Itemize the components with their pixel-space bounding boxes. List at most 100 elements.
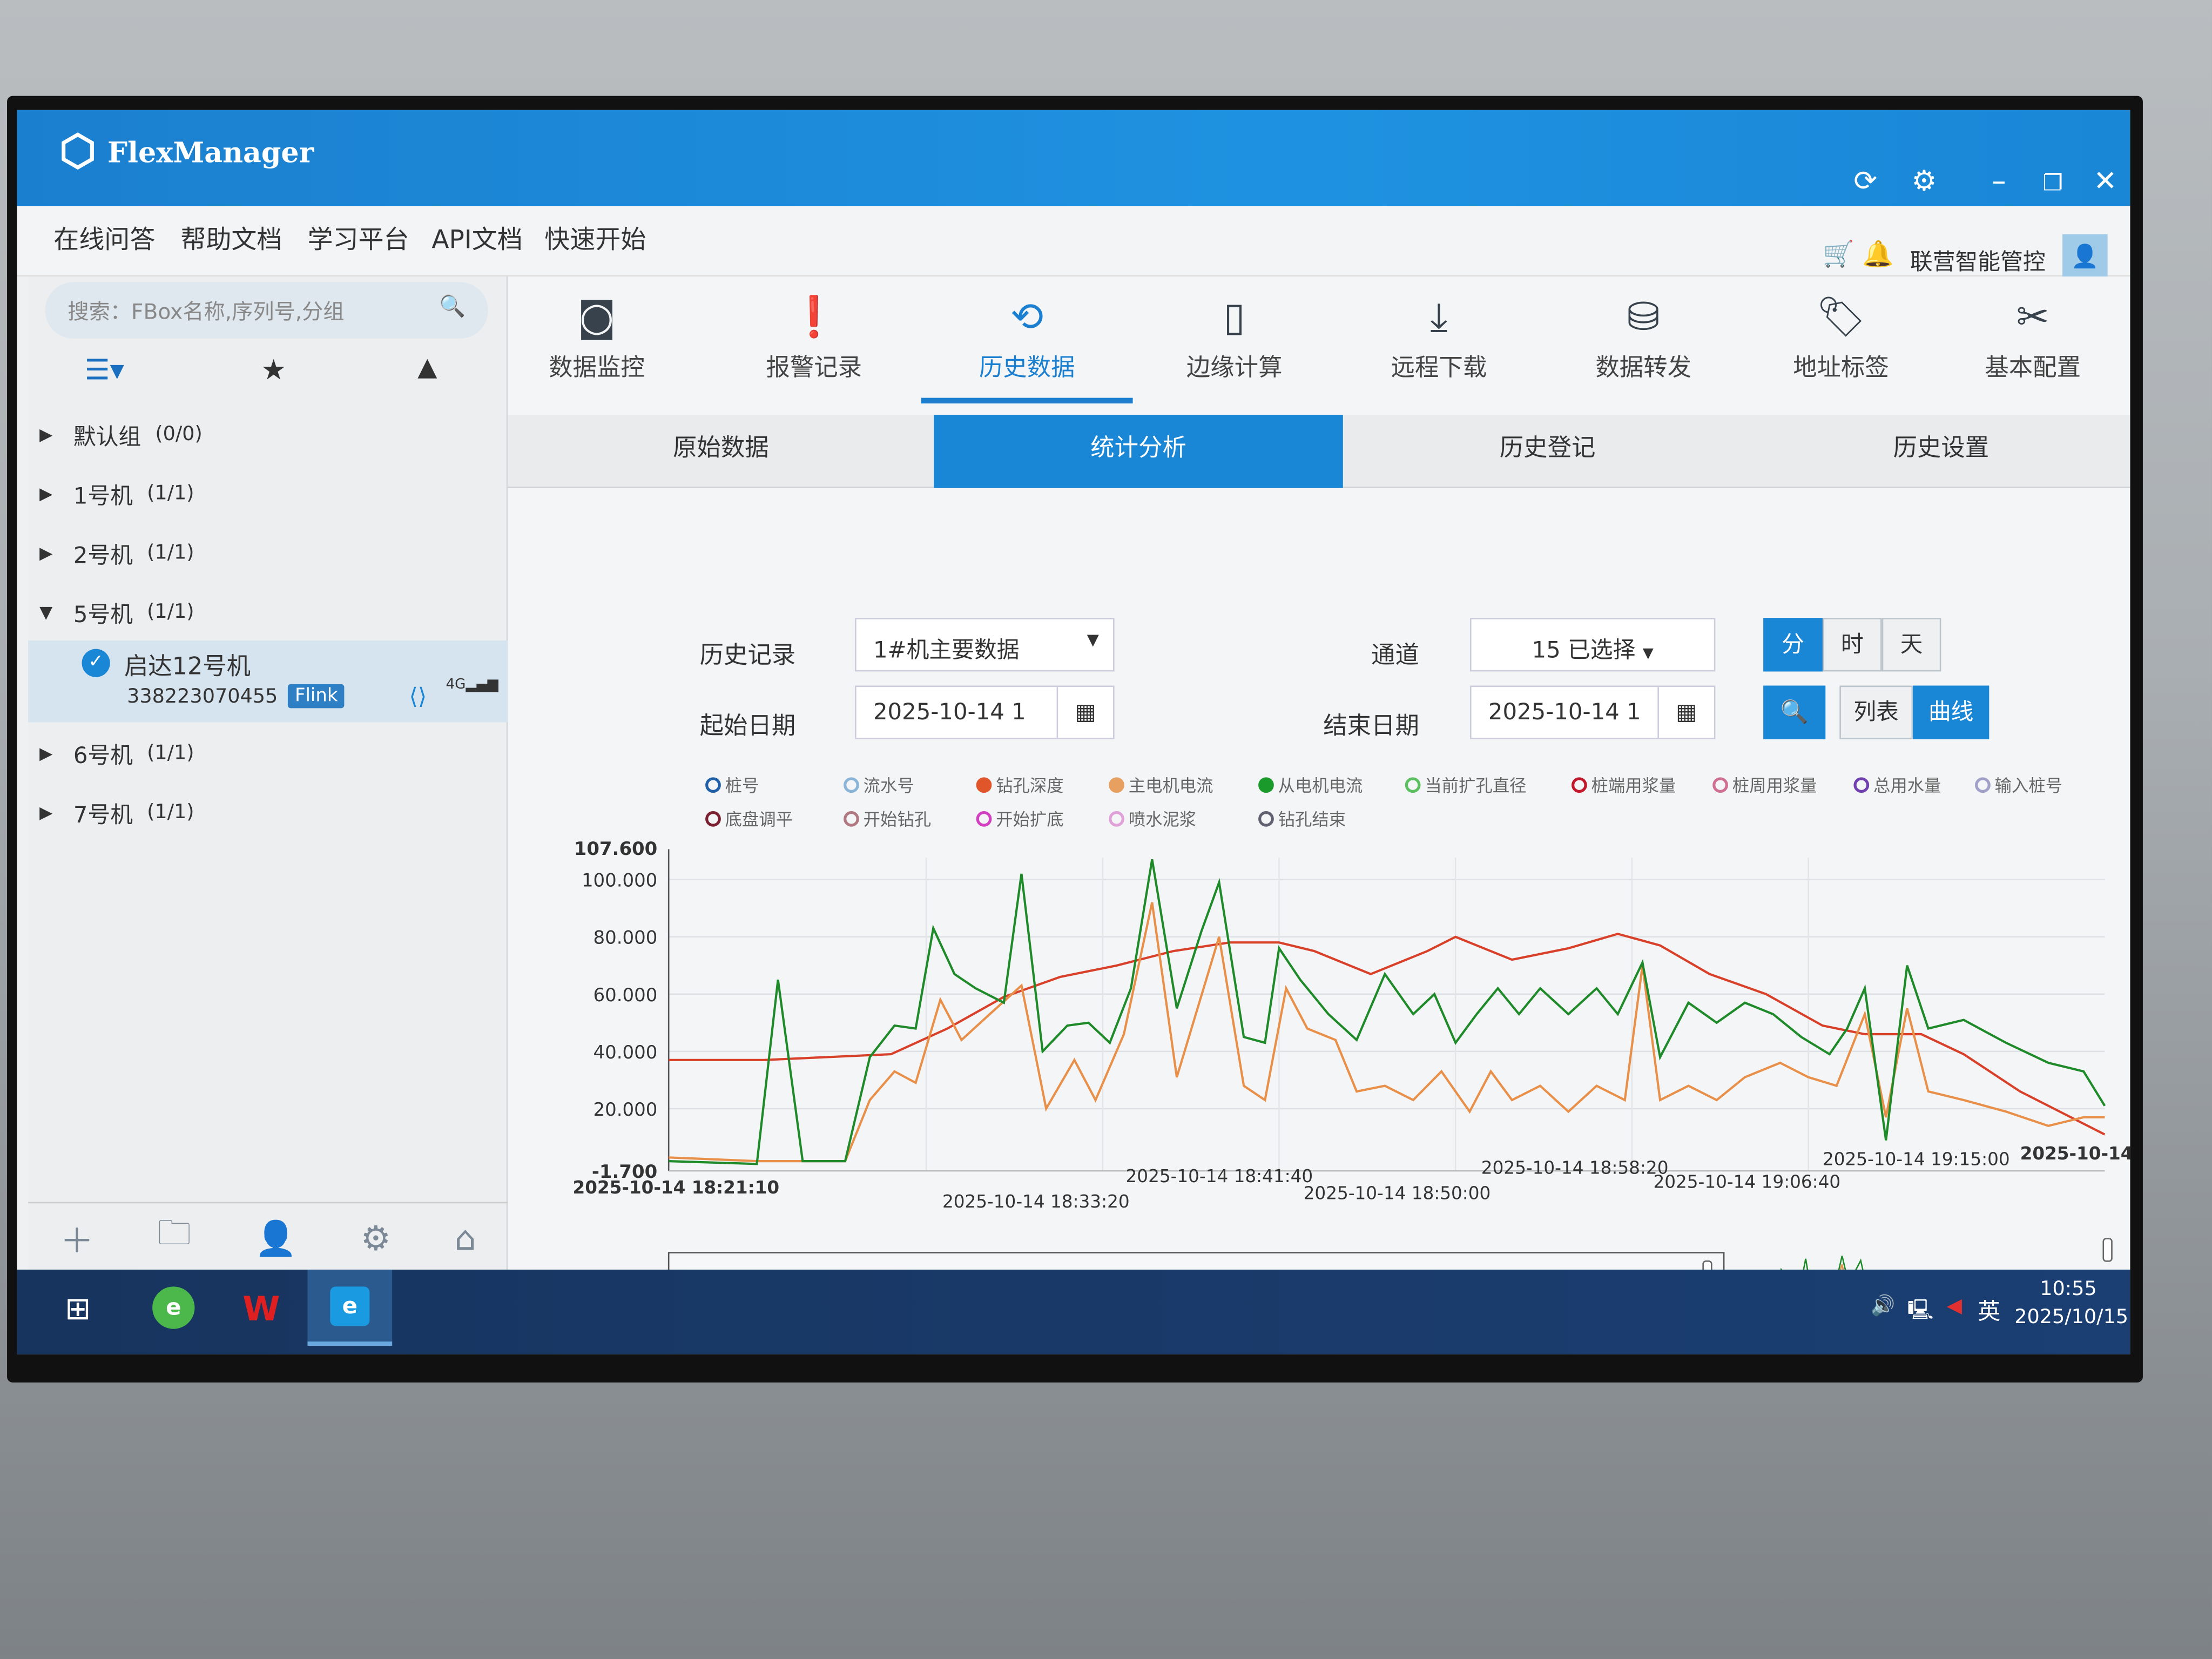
flexmanager-app-icon: e — [330, 1286, 370, 1326]
view-list-button[interactable]: 列表 — [1839, 685, 1913, 739]
legend-item[interactable]: 总用水量 — [1853, 773, 1941, 797]
caret-right-icon: ▶ — [39, 743, 53, 764]
view-curve-button[interactable]: 曲线 — [1913, 685, 1990, 739]
legend-item[interactable]: 输入桩号 — [1975, 773, 2062, 797]
browser-e-icon[interactable]: e — [152, 1286, 195, 1329]
end-date-input[interactable]: 2025-10-14 1 ▦ — [1469, 685, 1716, 739]
channel-select[interactable]: 15 已选择 ▼ — [1469, 618, 1716, 672]
navigator-series-1 — [1839, 1264, 1862, 1270]
tab-statistics[interactable]: 统计分析 — [934, 414, 1343, 488]
tool-alarm-records[interactable]: ❗ 报警记录 — [737, 293, 892, 382]
navigator-series-2 — [1780, 1256, 1864, 1270]
granularity-hour[interactable]: 时 — [1822, 618, 1882, 672]
ime-indicator[interactable]: 英 — [1978, 1298, 2001, 1325]
group-2[interactable]: ▶ 2号机 (1/1) — [39, 536, 194, 570]
legend-item[interactable]: 钻孔结束 — [1258, 807, 1346, 831]
group-6[interactable]: ▶ 6号机 (1/1) — [39, 737, 194, 771]
x-tick-label: 2025-10-14 18:41:40 — [1126, 1166, 1313, 1186]
y-tick-label: 100.000 — [582, 870, 657, 892]
group-1[interactable]: ▶ 1号机 (1/1) — [39, 477, 194, 511]
legend-item[interactable]: 主电机电流 — [1109, 773, 1213, 797]
search-input[interactable]: 搜索：FBox名称,序列号,分组 🔍 — [45, 282, 488, 339]
device-item[interactable]: ✓ 启达12号机 338223070455 Flink ⟨⟩ 4G▂▄▆ — [28, 640, 508, 723]
caret-right-icon: ▶ — [39, 543, 53, 563]
menu-api-docs[interactable]: API文档 — [431, 225, 523, 255]
windows-start-icon[interactable]: ⊞ — [65, 1292, 91, 1328]
tool-basic-config[interactable]: ✂ 基本配置 — [1955, 293, 2110, 382]
user-icon[interactable]: 👤 — [254, 1218, 297, 1258]
legend-item[interactable]: 当前扩孔直径 — [1405, 773, 1526, 797]
minimize-icon[interactable]: – — [1992, 164, 2006, 198]
navigator-left-handle[interactable] — [1702, 1260, 1712, 1270]
clock-time[interactable]: 10:55 — [2040, 1278, 2097, 1301]
list-view-icon[interactable]: ☰▾ — [84, 353, 124, 387]
folder-settings-icon[interactable]: 🗀 — [157, 1213, 192, 1253]
legend-item[interactable]: 开始钻孔 — [844, 807, 931, 831]
start-date-input[interactable]: 2025-10-14 1 ▦ — [854, 685, 1115, 739]
add-icon[interactable]: ＋ — [60, 1222, 94, 1262]
granularity-minute[interactable]: 分 — [1763, 618, 1823, 672]
warning-icon[interactable]: ▲ — [417, 353, 437, 382]
group-7[interactable]: ▶ 7号机 (1/1) — [39, 795, 194, 830]
menu-help-docs[interactable]: 帮助文档 — [180, 225, 282, 255]
legend-item[interactable]: 流水号 — [844, 773, 914, 797]
legend-item[interactable]: 喷水泥浆 — [1109, 807, 1196, 831]
wps-icon[interactable]: W — [242, 1289, 280, 1329]
volume-icon[interactable]: 🔊 — [1870, 1294, 1896, 1318]
granularity-day[interactable]: 天 — [1881, 618, 1941, 672]
legend-label: 从电机电流 — [1278, 775, 1363, 796]
gear-icon[interactable]: ⚙ — [1911, 164, 1937, 198]
legend-item[interactable]: 桩端用浆量 — [1571, 773, 1676, 797]
end-date-label: 结束日期 — [1323, 712, 1419, 741]
restore-icon[interactable]: ❐ — [2042, 169, 2063, 197]
flag-icon[interactable]: ◀ — [1946, 1294, 1962, 1318]
tab-history-settings[interactable]: 历史设置 — [1893, 434, 1990, 463]
network-icon[interactable]: 🖳 — [1907, 1299, 1934, 1322]
legend-item[interactable]: 桩周用浆量 — [1712, 773, 1817, 797]
x-tick-label: 2025-10-14 18:58:20 — [1481, 1157, 1669, 1178]
legend-marker-icon — [1109, 777, 1124, 793]
menu-learning[interactable]: 学习平台 — [307, 225, 409, 255]
flexmanager-taskbar-button[interactable]: e — [307, 1269, 393, 1346]
calendar-icon[interactable]: ▦ — [1657, 687, 1714, 738]
tool-remote-download[interactable]: ⤓ 远程下载 — [1361, 293, 1516, 382]
record-select[interactable]: 1#机主要数据 ▼ — [854, 618, 1115, 672]
legend-item[interactable]: 桩号 — [705, 773, 759, 797]
tool-data-forward[interactable]: ⛁ 数据转发 — [1566, 293, 1721, 382]
caret-right-icon: ▶ — [39, 483, 53, 504]
user-name[interactable]: 联营智能管控 — [1910, 248, 2046, 275]
gear-icon[interactable]: ⚙ — [360, 1218, 391, 1258]
search-button[interactable]: 🔍 — [1763, 685, 1826, 739]
avatar[interactable]: 👤 — [2062, 234, 2108, 280]
channel-value: 15 已选择 — [1532, 636, 1636, 663]
legend-marker-icon — [976, 811, 992, 827]
tab-history-register[interactable]: 历史登记 — [1499, 434, 1596, 463]
share-icon[interactable]: ⟨⟩ — [409, 683, 427, 710]
clock-date[interactable]: 2025/10/15 — [2014, 1306, 2129, 1329]
refresh-icon[interactable]: ⟳ — [1853, 164, 1878, 198]
legend-item[interactable]: 底盘调平 — [705, 807, 793, 831]
menu-quick-start[interactable]: 快速开始 — [544, 225, 646, 255]
check-icon[interactable]: ✓ — [82, 649, 110, 677]
search-icon[interactable]: 🔍 — [439, 293, 466, 319]
cart-icon[interactable]: 🛒 — [1822, 240, 1854, 269]
star-icon[interactable]: ★ — [261, 353, 287, 387]
home-icon[interactable]: ⌂ — [454, 1218, 476, 1258]
legend-item[interactable]: 钻孔深度 — [976, 773, 1064, 797]
group-count: (1/1) — [147, 542, 194, 564]
tool-address-tags[interactable]: 🏷 地址标签 — [1763, 293, 1918, 382]
tab-raw-data[interactable]: 原始数据 — [673, 434, 769, 463]
group-5[interactable]: ▼ 5号机 (1/1) — [39, 595, 194, 629]
tool-data-monitor[interactable]: ◙ 数据监控 — [519, 293, 674, 382]
close-icon[interactable]: ✕ — [2093, 164, 2117, 198]
navigator-right-handle[interactable] — [2102, 1238, 2113, 1262]
menu-qa[interactable]: 在线问答 — [53, 225, 156, 255]
group-default[interactable]: ▶ 默认组 (0/0) — [39, 417, 203, 451]
tool-history-data[interactable]: ⟲ 历史数据 — [949, 293, 1104, 382]
tool-edge-compute[interactable]: ▯ 边缘计算 — [1157, 293, 1312, 382]
legend-item[interactable]: 开始扩底 — [976, 807, 1064, 831]
bell-icon[interactable]: 🔔 — [1862, 240, 1894, 269]
group-count: (1/1) — [147, 601, 194, 624]
legend-item[interactable]: 从电机电流 — [1258, 773, 1363, 797]
calendar-icon[interactable]: ▦ — [1056, 687, 1114, 738]
